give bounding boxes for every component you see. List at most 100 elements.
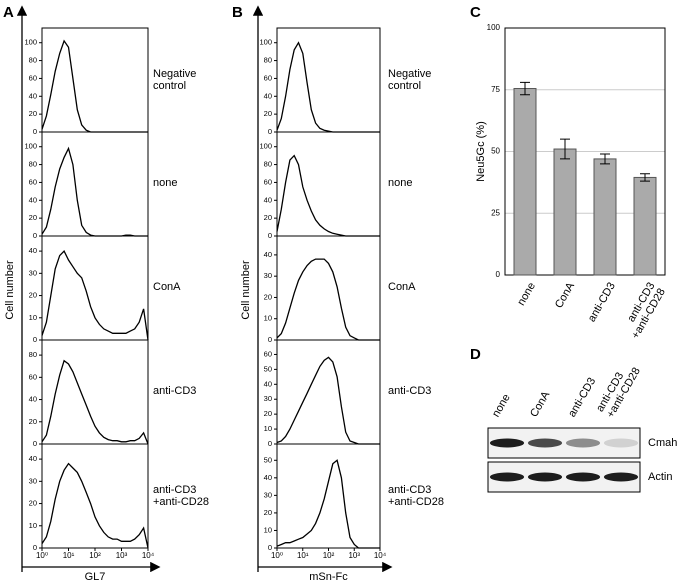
y-tick-label: 20 <box>29 291 37 300</box>
blot-band <box>603 438 639 448</box>
plot-label: ConA <box>153 281 181 293</box>
x-tick-label: 10² <box>323 551 335 560</box>
error-bar <box>520 81 530 96</box>
histogram-trace <box>276 459 380 549</box>
y-tick-label: 20 <box>29 213 37 222</box>
x-axis-label: mSn-Fc <box>309 571 348 583</box>
plot-frame <box>41 27 149 133</box>
plot-label: anti-CD3 <box>153 385 197 397</box>
plot-label: Negative control <box>388 68 432 92</box>
y-tick-label: 20 <box>264 409 272 418</box>
histogram-trace <box>276 258 380 341</box>
plot-frame <box>41 131 149 237</box>
y-tick-label: 80 <box>264 56 272 65</box>
blot-band <box>527 438 563 448</box>
y-tick-label: 40 <box>29 195 37 204</box>
plot-frame <box>276 27 381 133</box>
plot-label: anti-CD3 +anti-CD28 <box>153 484 209 508</box>
x-tick-label: 10⁰ <box>36 551 48 560</box>
y-tick-label: 40 <box>29 395 37 404</box>
y-tick-label: 75 <box>491 85 500 94</box>
bar <box>553 148 577 276</box>
histogram-trace <box>276 356 380 445</box>
y-tick-label: 50 <box>264 455 272 464</box>
y-tick-label: 80 <box>29 160 37 169</box>
y-tick-label: 0 <box>33 543 37 552</box>
y-tick-label: 60 <box>264 177 272 186</box>
histogram-trace <box>276 154 380 237</box>
error-bar <box>640 173 650 182</box>
blot-band <box>489 472 525 482</box>
y-tick-label: 40 <box>264 91 272 100</box>
y-tick-label: 0 <box>268 543 272 552</box>
y-tick-label: 100 <box>259 38 272 47</box>
y-axis-label: Cell number <box>240 260 252 320</box>
error-bar <box>600 153 610 165</box>
y-tick-label: 50 <box>264 364 272 373</box>
y-tick-label: 40 <box>264 195 272 204</box>
y-tick-label: 20 <box>264 213 272 222</box>
y-tick-label: 40 <box>29 454 37 463</box>
y-tick-label: 0 <box>268 127 272 136</box>
panel-letter: C <box>470 4 481 21</box>
y-tick-label: 10 <box>29 521 37 530</box>
y-tick-label: 25 <box>491 208 500 217</box>
panel-letter: D <box>470 346 481 363</box>
y-tick-label: 60 <box>264 73 272 82</box>
y-tick-label: 30 <box>264 271 272 280</box>
y-tick-label: 20 <box>264 508 272 517</box>
blot-band <box>489 438 525 448</box>
y-tick-label: 10 <box>29 313 37 322</box>
y-tick-label: 50 <box>491 147 500 156</box>
histogram-trace <box>41 249 149 341</box>
histogram-trace <box>276 41 380 133</box>
blot-band <box>565 472 601 482</box>
y-tick-label: 60 <box>29 73 37 82</box>
y-tick-label: 100 <box>259 142 272 151</box>
panel-letter: B <box>232 4 243 21</box>
x-tick-label: 10⁴ <box>374 551 387 560</box>
histogram-trace <box>41 146 148 237</box>
y-tick-label: 60 <box>264 349 272 358</box>
plot-frame <box>276 339 381 445</box>
y-tick-label: 40 <box>29 246 37 255</box>
x-tick-label: 10¹ <box>297 551 309 560</box>
y-tick-label: 0 <box>496 270 501 279</box>
y-tick-label: 20 <box>264 292 272 301</box>
plot-label: none <box>153 177 178 189</box>
histogram-trace <box>41 462 149 549</box>
y-tick-label: 10 <box>264 525 272 534</box>
histogram-trace <box>41 359 149 445</box>
y-tick-label: 10 <box>264 424 272 433</box>
blot-band <box>527 472 563 482</box>
x-tick-label: 10¹ <box>63 551 75 560</box>
bar <box>513 88 537 276</box>
plot-label: anti-CD3 <box>388 385 432 397</box>
row-label: Cmah <box>648 437 677 449</box>
panel-letter: A <box>3 4 14 21</box>
y-tick-label: 10 <box>264 314 272 323</box>
y-tick-label: 20 <box>29 417 37 426</box>
y-tick-label: 0 <box>268 231 272 240</box>
y-tick-label: 0 <box>33 439 37 448</box>
y-tick-label: 30 <box>264 394 272 403</box>
plot-frame <box>276 235 381 341</box>
y-tick-label: 20 <box>29 109 37 118</box>
plot-frame <box>41 339 149 445</box>
y-tick-label: 80 <box>29 350 37 359</box>
y-tick-label: 0 <box>33 231 37 240</box>
bar <box>633 176 657 276</box>
plot-label: Negative control <box>153 68 197 92</box>
row-label: Actin <box>648 471 672 483</box>
histogram-trace <box>41 39 148 133</box>
blot-band <box>565 438 601 448</box>
plot-frame <box>276 131 381 237</box>
y-tick-label: 40 <box>264 250 272 259</box>
x-tick-label: 10⁰ <box>271 551 283 560</box>
y-tick-label: 0 <box>268 335 272 344</box>
y-tick-label: 30 <box>29 476 37 485</box>
y-tick-label: 20 <box>264 109 272 118</box>
y-tick-label: 80 <box>29 56 37 65</box>
